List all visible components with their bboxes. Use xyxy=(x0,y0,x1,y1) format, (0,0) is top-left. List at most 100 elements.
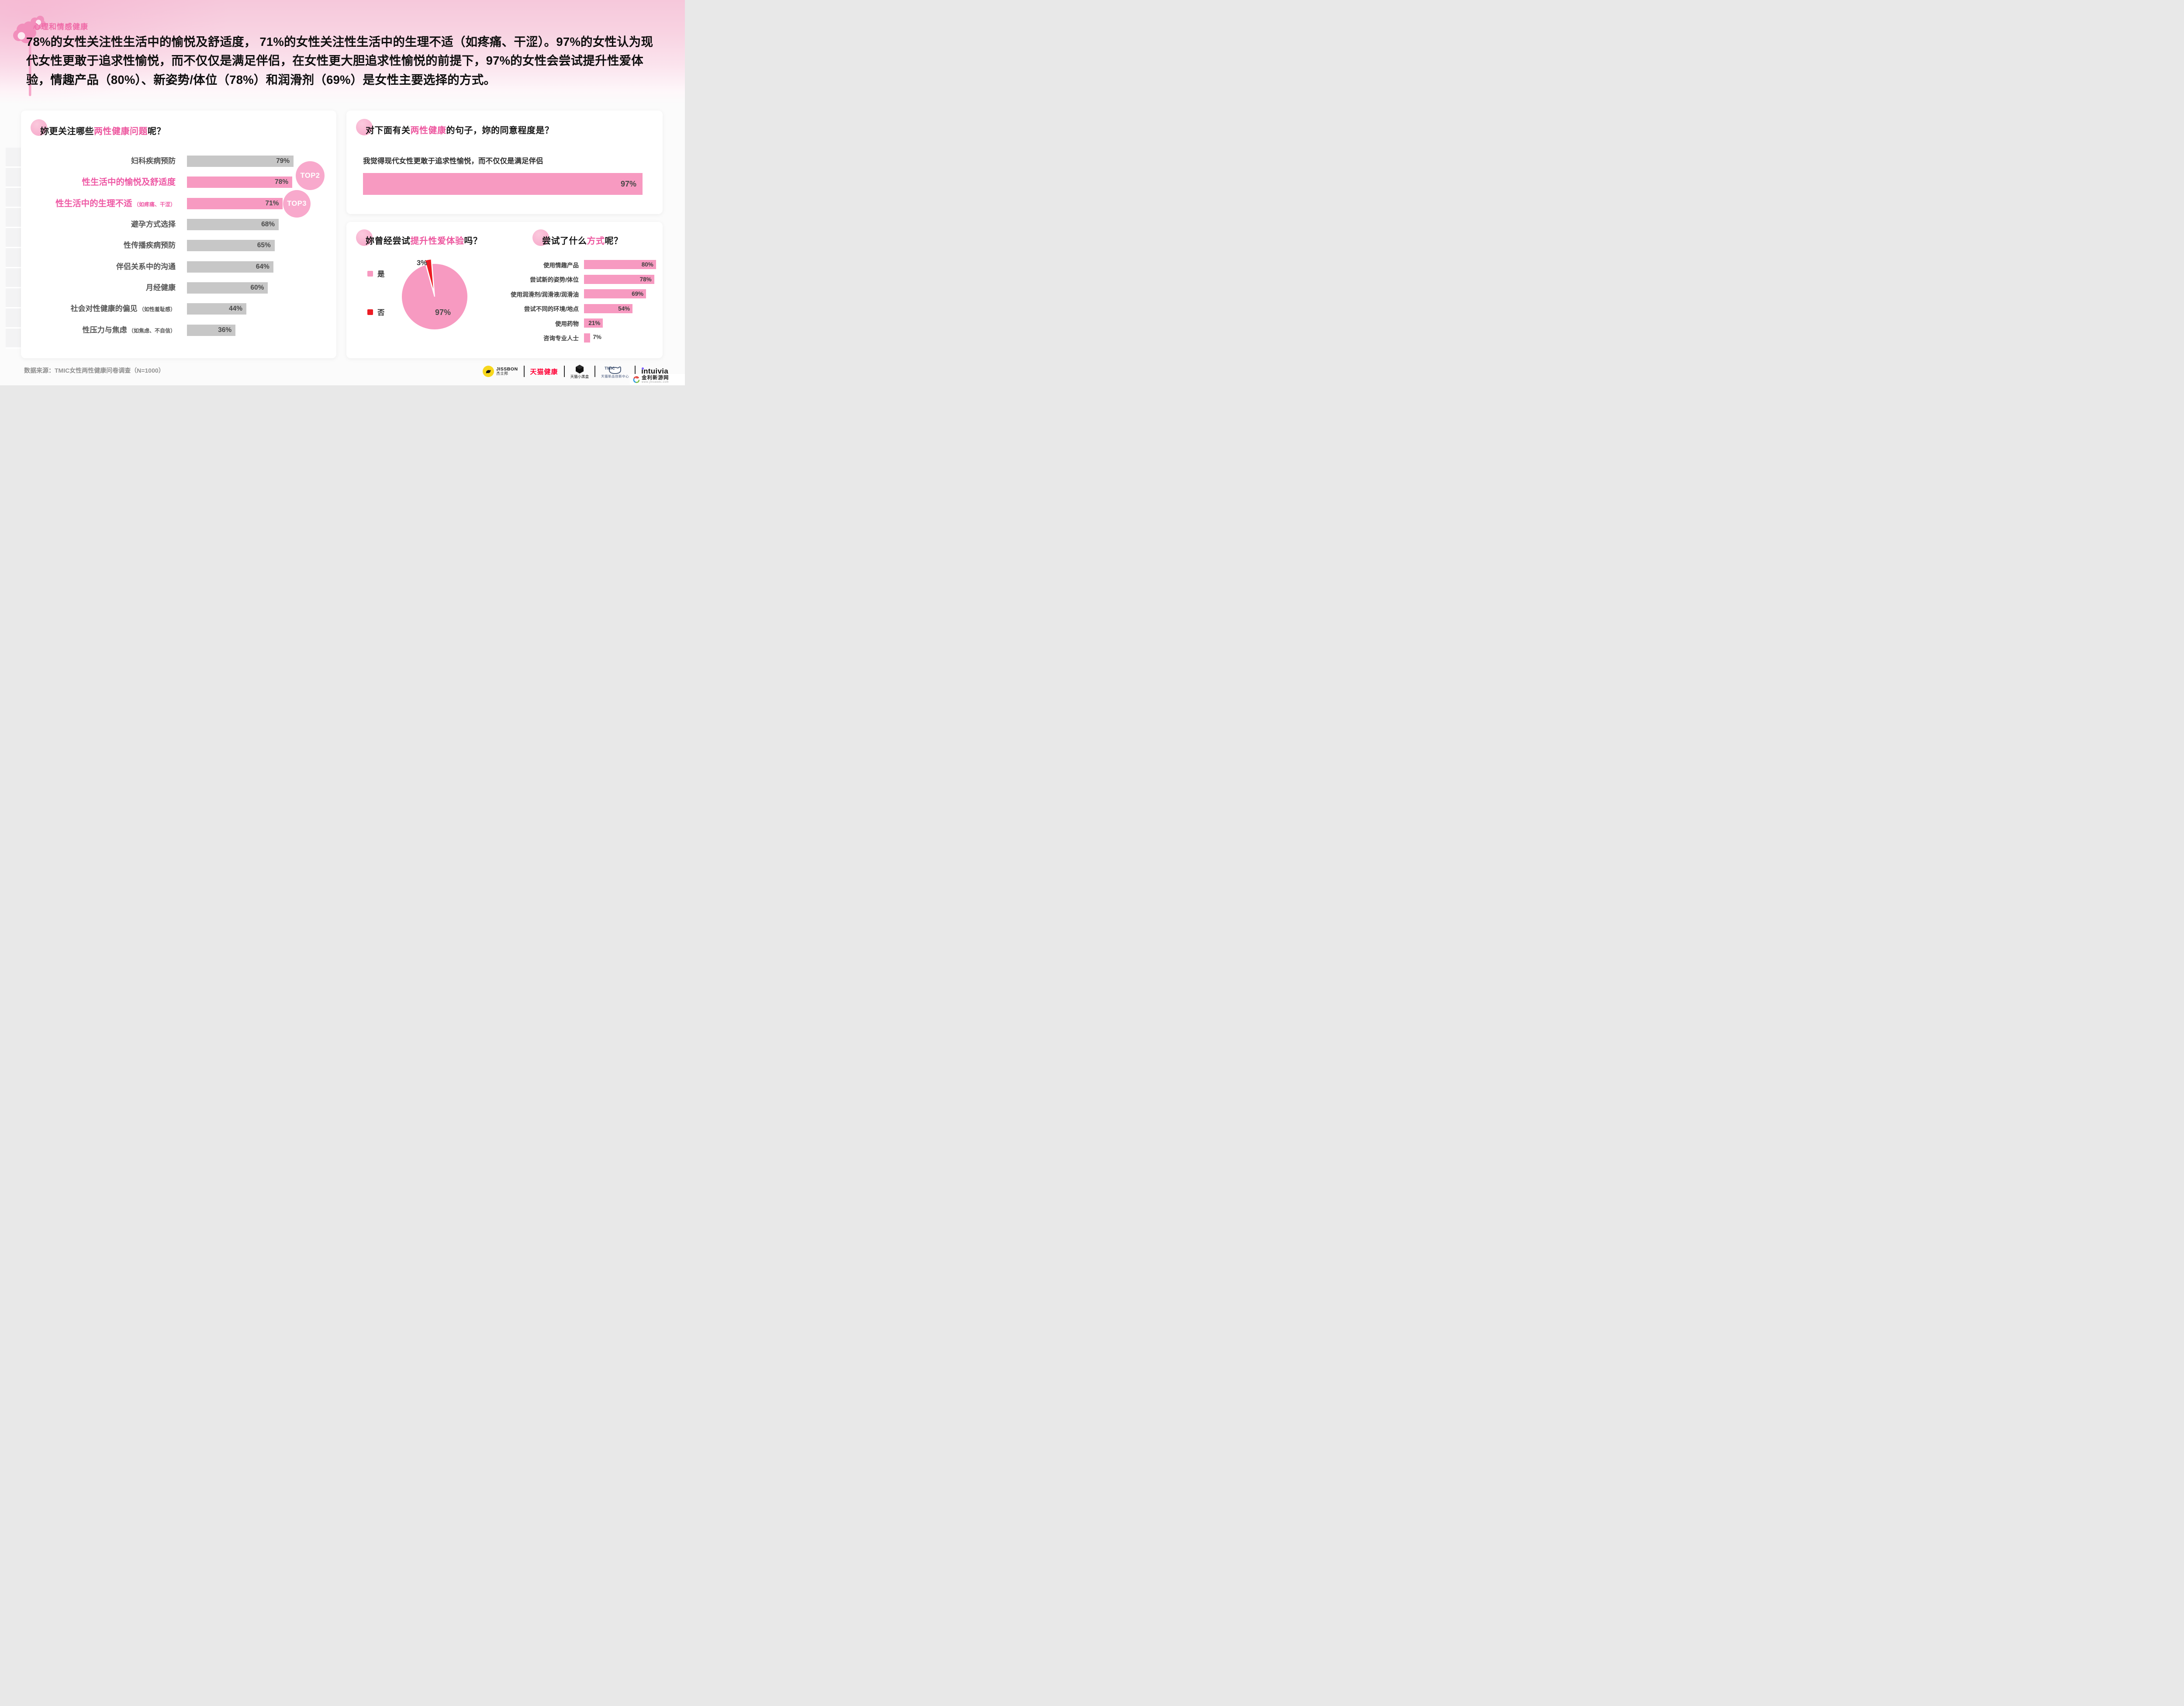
bar-row: 尝试新的姿势/体位 78% xyxy=(494,272,663,287)
bar-track: 64% xyxy=(187,261,298,273)
pie-no-value: 3% xyxy=(417,259,427,267)
bar-track: 60% xyxy=(187,282,298,294)
title-text: 呢？ xyxy=(605,236,623,246)
logo-divider xyxy=(563,366,565,377)
intuivia-logo: intuivia xyxy=(641,367,668,376)
title-text: 呢？ xyxy=(148,127,166,136)
bar-track: 36% xyxy=(187,324,298,336)
bar-value: 21% xyxy=(588,320,601,327)
intuivia-dot xyxy=(642,367,644,370)
jissbon-name: JISSBON xyxy=(496,366,518,372)
title-highlight: 提升性爱体验 xyxy=(410,236,464,246)
legend-label: 否 xyxy=(377,309,385,317)
section-label: 心理和情感健康 xyxy=(33,23,88,31)
agreement-bar: 97% xyxy=(363,173,643,195)
bar-value: 78% xyxy=(274,178,288,186)
bar-row: 使用润滑剂/润滑液/润滑油 69% xyxy=(494,287,663,301)
bar-label-note: （如疼痛、干涩） xyxy=(132,201,176,208)
bar-label: 性压力与焦虑 （如焦虑、不自信） xyxy=(34,326,187,334)
agreement-value: 97% xyxy=(620,179,636,188)
bar-row: 避孕方式选择 68% xyxy=(34,214,298,235)
legend-swatch xyxy=(367,270,373,277)
bar-value: 36% xyxy=(218,326,232,334)
legend-item: 是 xyxy=(367,269,385,278)
bar: 65% xyxy=(187,240,275,252)
logo-divider xyxy=(594,366,596,377)
bar-row: 社会对性健康的偏见 （如性羞耻感） 44% xyxy=(34,298,298,319)
bar-label: 使用药物 xyxy=(555,320,579,327)
bar-value: 79% xyxy=(276,157,290,165)
title-dot xyxy=(356,229,373,246)
title-text: 的句子，妳的同意程度是？ xyxy=(446,126,554,135)
watermark-swirl-icon xyxy=(633,376,640,383)
bar-row: 性传播疾病预防 65% xyxy=(34,235,298,256)
bar-row: 性生活中的生理不适 （如疼痛、干涩） 71% xyxy=(34,193,298,214)
intuivia-text: intuivia xyxy=(641,367,668,375)
jissbon-logo: JISSBON 杰士邦 xyxy=(482,366,518,377)
experience-card: 妳曾经尝试提升性爱体验吗？ 是否 3% 97% 尝试了什么方式呢？ 使用情趣产品… xyxy=(346,222,663,358)
bar-track: 54% xyxy=(584,304,663,313)
logo-divider xyxy=(523,366,525,377)
tmall-heibox-logo: 天猫小黑盒 xyxy=(570,364,589,379)
agreement-card: 对下面有关两性健康的句子，妳的同意程度是？ 我觉得现代女性更敢于追求性愉悦，而不… xyxy=(346,111,663,214)
bar-value: 78% xyxy=(639,276,652,283)
bar: 68% xyxy=(187,219,279,231)
title-text: 妳曾经尝试 xyxy=(366,236,411,246)
concerns-title: 妳更关注哪些两性健康问题呢？ xyxy=(40,124,166,137)
bar: 78% xyxy=(187,176,292,188)
title-highlight: 方式 xyxy=(587,236,605,246)
bar-track: 69% xyxy=(584,289,663,299)
bar-label: 尝试不同的环境/地点 xyxy=(524,306,579,313)
bar-row: 妇科疾病预防 79% xyxy=(34,151,298,172)
title-text: 妳更关注哪些 xyxy=(40,127,94,136)
bar-label-text: 避孕方式选择 xyxy=(131,220,176,229)
bar-track: 7% xyxy=(584,333,663,343)
bar-label-text: 社会对性健康的偏见 xyxy=(70,305,138,313)
pie-slice-yes xyxy=(401,263,468,330)
bar: 78% xyxy=(584,274,654,284)
bar: 69% xyxy=(584,289,646,299)
agreement-title: 对下面有关两性健康的句子，妳的同意程度是？ xyxy=(366,123,554,136)
background-table-rows xyxy=(6,148,22,349)
bar-track: 79% xyxy=(187,156,298,167)
bar-label-text: 性生活中的生理不适 xyxy=(55,198,132,208)
black-box-icon xyxy=(575,364,584,374)
bar-label-text: 月经健康 xyxy=(146,284,176,292)
bar-value: 71% xyxy=(265,199,279,207)
bar-label: 使用润滑剂/润滑液/润滑油 xyxy=(510,291,579,298)
bar: 44% xyxy=(187,303,246,315)
flower-icon xyxy=(13,16,46,96)
bar-value: 69% xyxy=(632,291,644,298)
pie-chart: 3% 97% xyxy=(397,258,472,332)
bar-track: 68% xyxy=(187,219,298,231)
title-text: 吗？ xyxy=(464,236,482,246)
bar-label-text: 性生活中的愉悦及舒适度 xyxy=(82,177,176,187)
pie-svg xyxy=(401,259,468,330)
bar-track: 71% xyxy=(187,197,298,209)
bar-label: 尝试新的姿势/体位 xyxy=(530,277,579,284)
concerns-bar-chart: 妇科疾病预防 79% 性生活中的愉悦及舒适度 78% 性生活中的生理不适 （如疼痛、干涩… xyxy=(34,151,298,341)
bar-row: 性压力与焦虑 （如焦虑、不自信） 36% xyxy=(34,319,298,340)
bar-label-note: （如性羞耻感） xyxy=(137,306,176,313)
bar-row: 使用情趣产品 80% xyxy=(494,257,663,272)
tmic-logo: TMIC 天猫新品创新中心 xyxy=(601,365,629,378)
watermark-url: www.jlnseeds.com xyxy=(642,381,669,384)
pie-slice-no xyxy=(425,259,435,293)
bar: 71% xyxy=(187,197,283,209)
data-source-note: 数据来源：TMIC女性两性健康问卷调查（N=1000） xyxy=(24,367,165,374)
title-dot xyxy=(356,119,373,135)
bar xyxy=(584,333,591,343)
watermark-name: 金利新游网 xyxy=(642,375,669,381)
title-highlight: 两性健康 xyxy=(410,126,446,135)
intro-paragraph: 78%的女性关注性生活中的愉悦及舒适度， 71%的女性关注性生活中的生理不适（如… xyxy=(26,35,653,87)
bar-label: 性生活中的愉悦及舒适度 xyxy=(34,178,187,187)
bar-track: 21% xyxy=(584,318,663,328)
jissbon-bird-icon xyxy=(482,366,494,377)
bar-row: 性生活中的愉悦及舒适度 78% xyxy=(34,172,298,193)
methods-bar-chart: 使用情趣产品 80% 尝试新的姿势/体位 78% 使用润滑剂/润滑液/润滑油 69% 尝试不… xyxy=(494,257,663,345)
tried-title: 妳曾经尝试提升性爱体验吗？ xyxy=(366,234,482,246)
legend-label: 是 xyxy=(377,270,385,278)
bar-label: 伴侣关系中的沟通 xyxy=(34,263,187,271)
partner-logos: JISSBON 杰士邦 天猫健康 天猫小黑盒 TMIC 天猫新品创新中心 int… xyxy=(482,361,668,381)
bar-label: 性生活中的生理不适 （如疼痛、干涩） xyxy=(34,199,187,208)
